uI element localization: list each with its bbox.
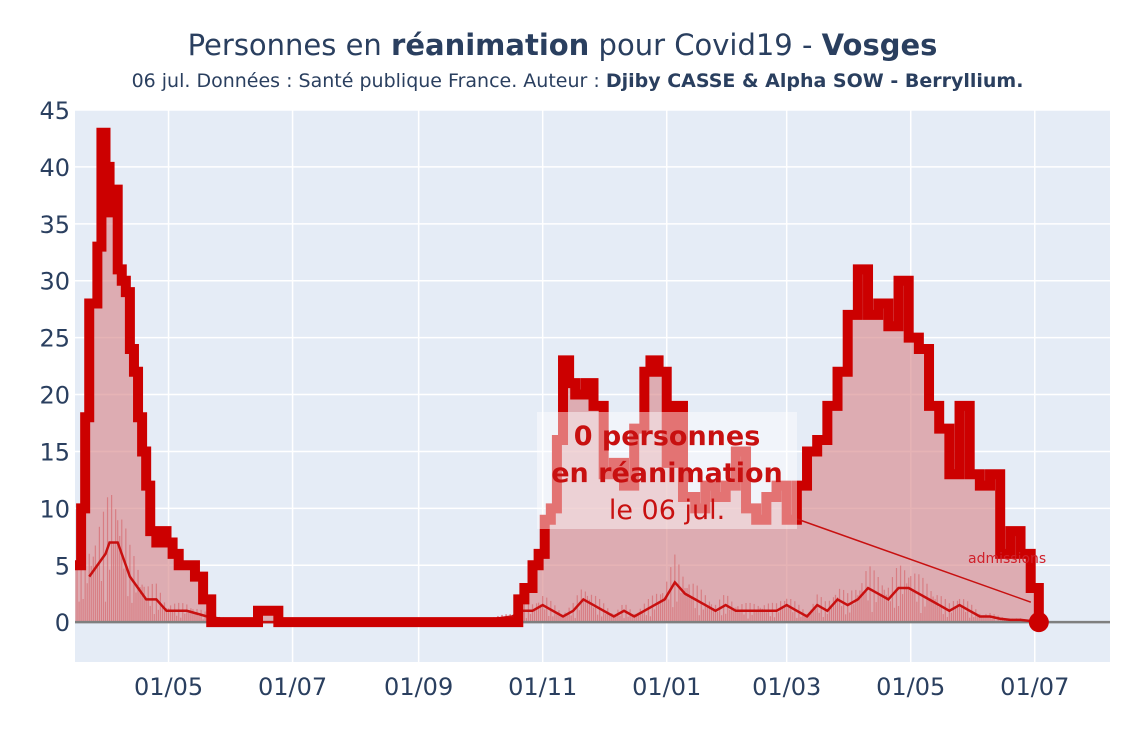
y-axis-ticks: 0 5 10 15 20 25 30 35 40 45 <box>39 97 70 637</box>
x-tick-label: 01/11 <box>508 673 577 701</box>
subtitle-part-1: 06 jul. Données : Santé publique France.… <box>131 70 606 92</box>
x-axis-ticks: 01/05 01/07 01/09 01/11 01/01 01/03 01/05 01/07 <box>134 673 1069 701</box>
x-tick-label: 01/05 <box>876 673 945 701</box>
chart-subtitle: 06 jul. Données : Santé publique France.… <box>0 70 1125 92</box>
title-part-3: pour Covid19 - <box>589 28 822 62</box>
chart-title: Personnes en réanimation pour Covid19 - … <box>0 28 1125 62</box>
x-tick-label: 01/03 <box>752 673 821 701</box>
x-tick-label: 01/07 <box>258 673 327 701</box>
x-tick-label: 01/01 <box>632 673 701 701</box>
annotation-pointer <box>796 518 1032 603</box>
subtitle-part-2: Djiby CASSE & Alpha SOW - Berryllium. <box>605 70 1024 92</box>
y-tick-label: 25 <box>39 325 70 353</box>
y-tick-label: 15 <box>39 438 70 466</box>
y-tick-label: 20 <box>39 382 70 410</box>
title-part-1: Personnes en <box>187 28 392 62</box>
admissions-label: admissions <box>968 551 1046 567</box>
x-tick-label: 01/07 <box>1000 673 1069 701</box>
y-tick-label: 35 <box>39 211 70 239</box>
y-tick-label: 30 <box>39 268 70 296</box>
title-part-4: Vosges <box>821 28 938 62</box>
x-tick-label: 01/05 <box>134 673 203 701</box>
title-part-2: réanimation <box>391 28 590 62</box>
annotation-box <box>537 412 797 529</box>
annotation-line-2: en réanimation <box>551 458 783 489</box>
last-point-marker <box>1028 612 1049 633</box>
y-tick-label: 5 <box>55 552 70 580</box>
annotation-line-3: le 06 jul. <box>609 495 725 526</box>
x-tick-label: 01/09 <box>384 673 453 701</box>
annotation-line-1: 0 personnes <box>574 421 761 452</box>
admissions-line <box>88 541 1040 624</box>
y-tick-label: 10 <box>39 495 70 523</box>
y-tick-label: 40 <box>39 154 70 182</box>
y-tick-label: 45 <box>39 97 70 125</box>
reanimation-line <box>75 127 1044 628</box>
y-tick-label: 0 <box>55 609 70 637</box>
